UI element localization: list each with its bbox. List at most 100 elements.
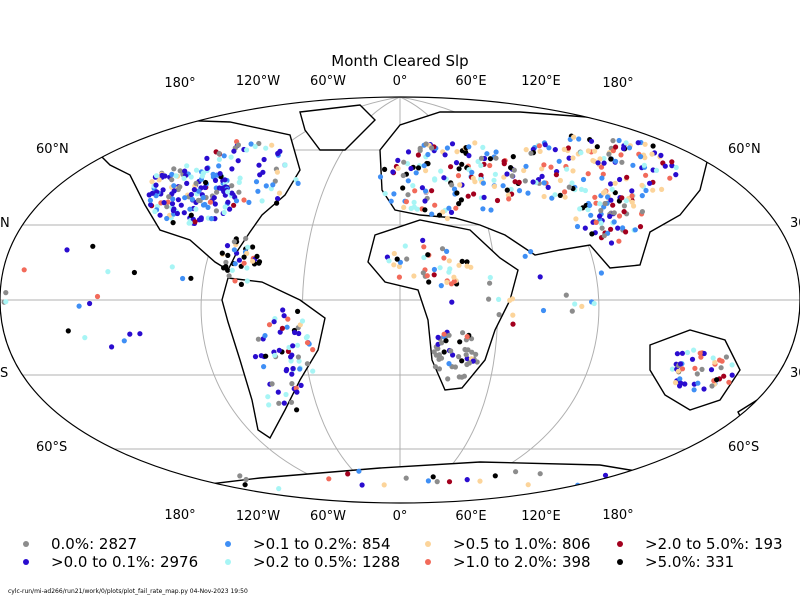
- station-point: [432, 364, 438, 370]
- station-point: [377, 174, 384, 180]
- station-point: [419, 185, 425, 191]
- station-point: [692, 365, 698, 371]
- station-point: [213, 208, 219, 214]
- station-point: [523, 163, 529, 169]
- station-point: [454, 149, 460, 155]
- station-point: [677, 376, 683, 382]
- station-point: [557, 192, 563, 198]
- station-point: [204, 155, 210, 161]
- station-point: [256, 162, 262, 168]
- lat-label-left: N: [0, 216, 10, 231]
- station-point: [446, 258, 452, 264]
- station-point: [198, 216, 204, 222]
- station-point: [570, 155, 576, 161]
- station-point: [159, 172, 165, 178]
- lon-label-bottom: 60°E: [455, 509, 487, 524]
- legend-item: >0.0 to 0.1%: 2976: [0, 553, 198, 571]
- station-point: [304, 340, 311, 346]
- station-point: [679, 350, 686, 356]
- station-point: [589, 231, 595, 237]
- station-point: [492, 473, 498, 479]
- lat-label-right: 30: [790, 366, 800, 381]
- station-point: [214, 189, 220, 195]
- station-point: [256, 140, 262, 147]
- station-point: [414, 206, 420, 212]
- lat-label-left: S: [0, 366, 9, 381]
- station-point: [629, 188, 635, 194]
- station-point: [283, 391, 289, 398]
- station-point: [261, 364, 267, 370]
- legend-marker: [225, 541, 231, 547]
- station-point: [277, 329, 283, 335]
- legend-item: >2.0 to 5.0%: 193: [594, 535, 783, 553]
- station-point: [187, 206, 193, 212]
- station-point: [441, 255, 447, 261]
- station-point: [94, 293, 101, 300]
- station-point: [494, 197, 501, 204]
- station-point: [561, 146, 567, 152]
- station-point: [293, 385, 299, 391]
- station-point: [424, 273, 430, 279]
- station-point: [275, 150, 281, 157]
- station-point: [698, 354, 704, 360]
- station-point: [276, 190, 283, 196]
- station-point: [175, 197, 181, 203]
- station-point: [292, 329, 298, 336]
- station-point: [448, 348, 454, 354]
- station-point: [639, 182, 645, 188]
- station-point: [620, 225, 626, 231]
- station-point: [601, 233, 607, 239]
- station-point: [491, 177, 497, 183]
- station-point: [169, 177, 175, 183]
- station-point: [242, 482, 248, 488]
- station-point: [149, 179, 155, 185]
- station-point: [449, 182, 455, 188]
- station-point: [394, 256, 400, 262]
- station-point: [246, 199, 252, 205]
- station-point: [237, 175, 243, 181]
- station-point: [408, 205, 414, 211]
- station-point: [522, 178, 528, 184]
- station-point: [630, 162, 636, 168]
- station-point: [232, 261, 238, 267]
- station-point: [165, 199, 171, 205]
- station-point: [216, 156, 222, 162]
- station-point: [219, 185, 225, 192]
- station-point: [613, 158, 619, 164]
- station-point: [397, 259, 403, 265]
- station-point: [275, 196, 281, 202]
- station-point: [598, 164, 605, 170]
- station-point: [570, 168, 576, 174]
- station-point: [224, 243, 231, 249]
- station-point: [667, 175, 673, 181]
- station-point: [621, 209, 627, 215]
- station-point: [708, 367, 715, 373]
- station-point: [121, 338, 127, 344]
- station-point: [709, 383, 715, 389]
- station-point: [171, 183, 177, 189]
- station-point: [171, 166, 177, 172]
- station-point: [390, 169, 396, 175]
- station-point: [522, 253, 528, 259]
- lon-label-bottom: 60°W: [310, 509, 346, 524]
- station-point: [448, 281, 455, 287]
- station-point: [718, 365, 724, 371]
- station-point: [382, 166, 388, 172]
- station-point: [455, 173, 462, 179]
- station-point: [402, 243, 408, 249]
- station-point: [429, 211, 435, 217]
- station-point: [438, 283, 444, 289]
- station-point: [513, 469, 519, 475]
- station-point: [611, 210, 617, 216]
- station-point: [229, 267, 235, 273]
- station-point: [225, 252, 231, 258]
- station-point: [613, 144, 619, 150]
- station-point: [582, 187, 589, 194]
- station-point: [64, 247, 70, 253]
- station-point: [345, 471, 351, 477]
- station-point: [245, 244, 251, 250]
- station-point: [235, 158, 241, 164]
- station-point: [225, 199, 231, 205]
- station-point: [180, 275, 186, 282]
- station-point: [451, 186, 458, 192]
